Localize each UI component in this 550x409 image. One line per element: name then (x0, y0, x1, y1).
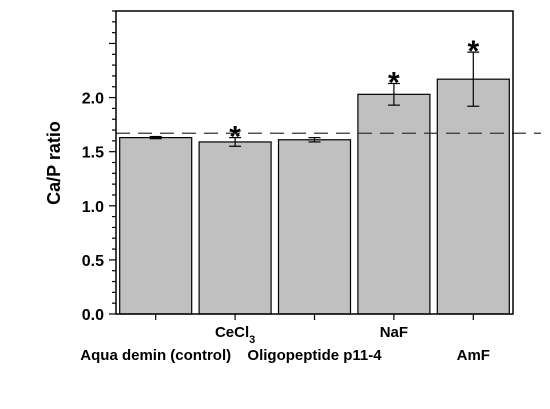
y-axis: 0.0 0.5 1.0 1.5 2.0 (82, 10, 116, 324)
x-category-label: CeCl3 (215, 324, 255, 346)
bar (357, 93, 431, 315)
significance-marker: * (467, 35, 479, 68)
x-category-label: Oligopeptide p11-4 (247, 347, 382, 364)
x-category-label: AmF (457, 347, 490, 364)
y-tick-label: 0.0 (82, 307, 104, 324)
significance-marker: * (388, 67, 400, 100)
y-tick-label: 1.5 (82, 145, 104, 162)
bar (436, 78, 510, 315)
y-tick-label: 1.0 (82, 199, 104, 216)
y-axis-title: Ca/P ratio (44, 121, 64, 205)
y-tick-label: 2.0 (82, 91, 104, 108)
bar (119, 137, 193, 315)
significance-marker: * (229, 121, 241, 154)
bars-layer: * * * (119, 35, 510, 315)
x-category-label: NaF (380, 324, 408, 341)
x-category-subscript: 3 (249, 334, 255, 346)
y-tick-label: 0.5 (82, 253, 104, 270)
bar (198, 141, 272, 315)
bar (277, 139, 352, 315)
x-category-label: Aqua demin (control) (80, 347, 231, 364)
